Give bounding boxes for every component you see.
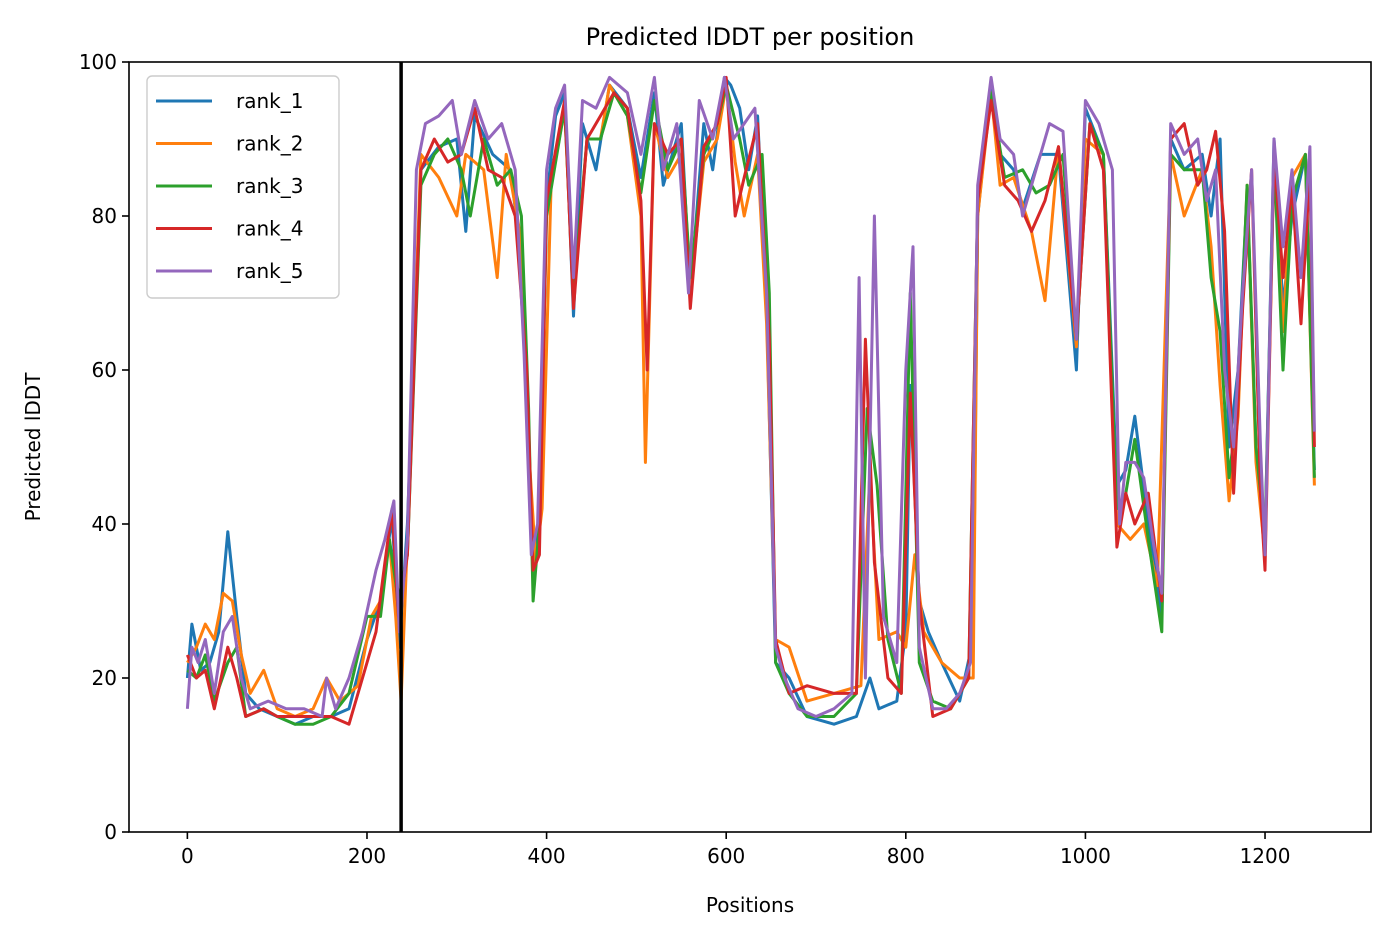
legend: rank_1 rank_2 rank_3 rank_4 rank_5 [146,75,340,299]
y-tick-label: 60 [92,358,117,382]
x-tick-label: 1200 [1240,844,1291,868]
y-tick-label: 100 [79,50,117,74]
x-axis: 0 200 400 600 800 1000 1200 [181,832,1290,868]
y-axis-label: Predicted lDDT [21,372,45,522]
legend-label-rank_4: rank_4 [236,217,303,241]
x-tick-label: 0 [181,844,194,868]
y-tick-label: 0 [104,820,117,844]
y-axis: 0 20 40 60 80 100 [79,50,129,844]
x-tick-label: 200 [348,844,386,868]
series-line-rank_4 [186,75,1316,726]
y-tick-label: 20 [92,666,117,690]
chart-title: Predicted lDDT per position [586,23,915,51]
series-line-rank_3 [186,83,1316,726]
series-layer [185,75,1316,726]
series-line-rank_5 [185,75,1316,718]
legend-label-rank_1: rank_1 [236,89,303,113]
x-tick-label: 800 [887,844,925,868]
legend-label-rank_3: rank_3 [236,174,303,198]
x-tick-label: 400 [527,844,565,868]
y-tick-label: 80 [92,204,117,228]
series-line-rank_1 [185,75,1316,726]
x-tick-label: 1000 [1060,844,1111,868]
y-tick-label: 40 [92,512,117,536]
x-tick-label: 600 [707,844,745,868]
legend-frame [146,75,340,299]
legend-label-rank_2: rank_2 [236,132,303,156]
legend-label-rank_5: rank_5 [236,259,303,283]
plot-frame [128,61,1372,833]
x-axis-label: Positions [706,893,794,917]
